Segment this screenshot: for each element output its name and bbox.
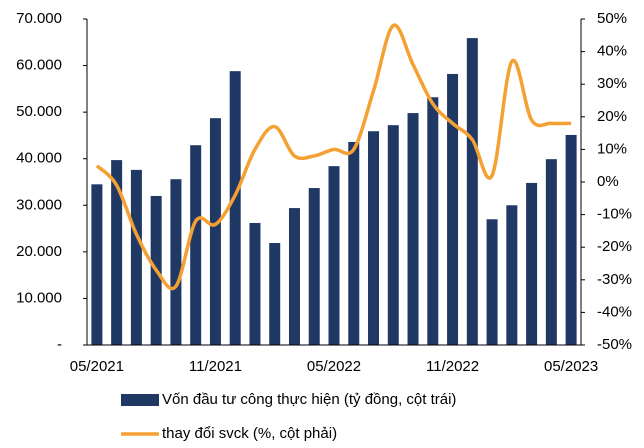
bar <box>111 160 123 345</box>
bar <box>229 71 241 345</box>
x-tick-label: 11/2022 <box>426 358 479 375</box>
x-tick-label: 05/2021 <box>70 358 124 375</box>
bar <box>91 184 103 345</box>
y2-tick-label: -10% <box>597 206 632 223</box>
y-tick-label: 30.000 <box>16 196 62 213</box>
bar <box>130 169 142 345</box>
bar <box>427 97 439 346</box>
bar <box>269 243 281 345</box>
x-tick-label: 05/2023 <box>544 358 598 375</box>
bar <box>368 131 380 345</box>
y-tick-label: 40.000 <box>16 150 62 167</box>
x-tick-label: 11/2021 <box>189 358 242 375</box>
y-tick-label: 70.000 <box>16 10 62 27</box>
bar <box>447 73 459 345</box>
legend-label: Vốn đầu tư công thực hiện (tỷ đồng, cột … <box>162 391 456 408</box>
bar <box>506 205 518 345</box>
bar <box>486 219 498 345</box>
bar <box>328 166 340 345</box>
y-tick-label: 10.000 <box>16 289 62 306</box>
legend-swatch <box>121 394 159 406</box>
y2-tick-label: 10% <box>597 140 627 157</box>
bar <box>308 188 320 345</box>
y2-tick-label: 20% <box>597 108 627 125</box>
bar <box>526 182 538 345</box>
y-tick-label: 60.000 <box>16 57 62 74</box>
bar <box>209 118 221 345</box>
y-tick-label: - <box>57 336 62 353</box>
line <box>95 23 572 291</box>
bar <box>170 179 182 345</box>
y2-tick-label: 40% <box>597 43 627 60</box>
legend-label: thay đổi svck (%, cột phải) <box>162 425 337 442</box>
y2-tick-label: -40% <box>597 303 632 320</box>
bar <box>407 113 419 346</box>
bar <box>249 222 261 345</box>
bar <box>387 125 399 345</box>
y2-tick-label: 30% <box>597 75 627 92</box>
bar <box>545 159 557 345</box>
bar <box>565 134 577 345</box>
x-tick-label: 05/2022 <box>307 358 361 375</box>
y-tick-label: 50.000 <box>16 103 62 120</box>
y2-tick-label: 50% <box>597 10 627 27</box>
y2-tick-label: -50% <box>597 336 632 353</box>
y2-tick-label: 0% <box>597 173 619 190</box>
bar <box>190 145 202 345</box>
bar <box>348 141 360 345</box>
bar <box>466 38 478 345</box>
y-tick-label: 20.000 <box>16 243 62 260</box>
y2-tick-label: -30% <box>597 271 632 288</box>
y2-tick-label: -20% <box>597 238 632 255</box>
bar <box>288 208 300 345</box>
